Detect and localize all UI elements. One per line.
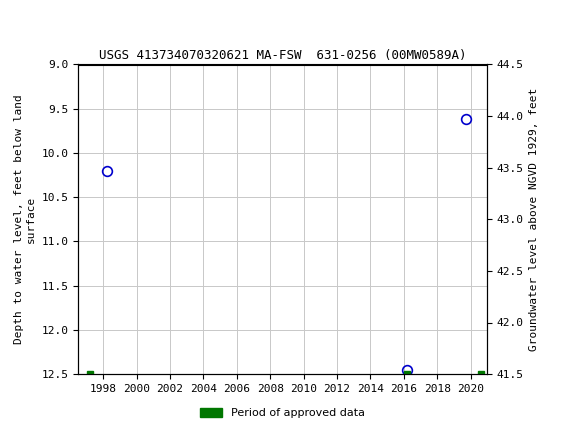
Title: USGS 413734070320621 MA-FSW  631-0256 (00MW0589A): USGS 413734070320621 MA-FSW 631-0256 (00…: [99, 49, 466, 62]
Text: ≡USGS: ≡USGS: [9, 14, 79, 31]
Legend: Period of approved data: Period of approved data: [196, 403, 370, 423]
Y-axis label: Depth to water level, feet below land
surface: Depth to water level, feet below land su…: [14, 95, 36, 344]
Y-axis label: Groundwater level above NGVD 1929, feet: Groundwater level above NGVD 1929, feet: [530, 88, 539, 351]
